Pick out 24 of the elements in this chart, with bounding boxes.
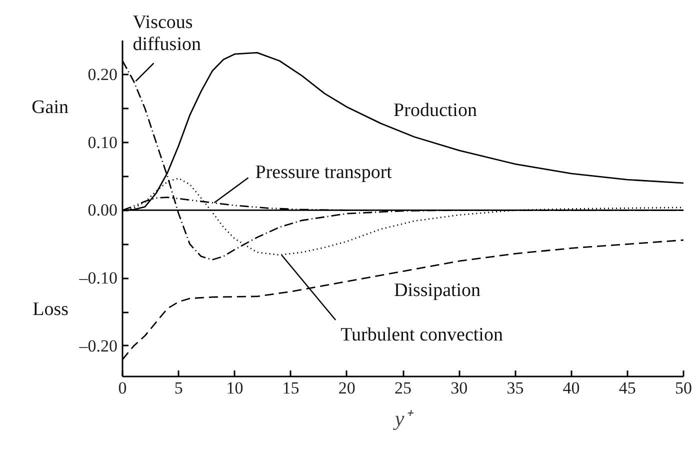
series-label: Viscous diffusion [132,12,202,56]
y-tick-label: 0.20 [88,64,118,84]
x-tick-label: 20 [338,378,356,398]
y-tick-label: 0.10 [88,132,118,152]
x-tick-label: 15 [282,378,300,398]
x-axis-title: y⁺ [392,406,414,430]
text: Gain [32,97,69,118]
x-tick-label: 30 [450,378,468,398]
series-label: Pressure transport [255,162,393,184]
y-tick-label: –0.10 [78,268,118,288]
x-tick-label: 45 [618,378,636,398]
x-tick-label: 5 [174,378,183,398]
y-tick-label: 0.00 [88,200,118,220]
text: Loss [32,298,69,320]
x-tick-label: 10 [226,378,244,398]
y-tick-label: –0.20 [78,336,118,356]
series-label: Dissipation [394,280,482,301]
x-tick-label: 50 [675,378,692,398]
x-tick-label: 35 [506,378,524,398]
x-tick-label: 40 [562,378,580,398]
x-tick-label: 0 [118,378,127,398]
x-tick-label: 25 [394,378,412,398]
series-label: Production [394,100,478,121]
text: Turbulent convection [340,324,504,346]
